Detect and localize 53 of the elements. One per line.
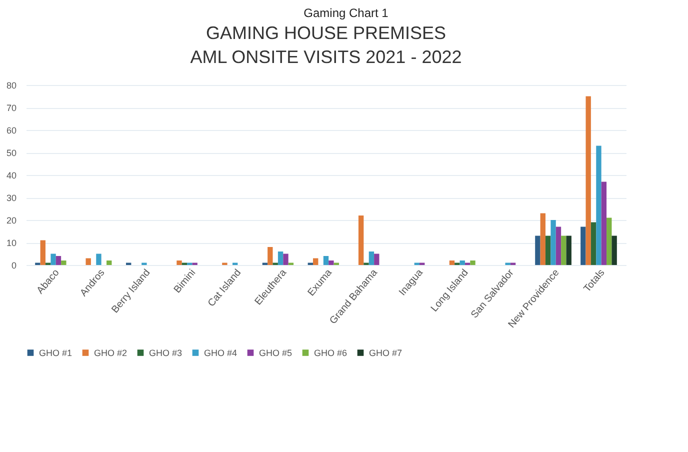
text: Gaming Chart 1 (304, 6, 389, 20)
legend-label: GHO #2 (94, 348, 128, 358)
y-tick-label: 60 (6, 126, 16, 136)
bar (449, 260, 455, 265)
bar (61, 260, 66, 265)
bar (176, 260, 182, 265)
y-tick-label: 20 (6, 216, 16, 226)
bar (86, 258, 91, 265)
bar (460, 260, 465, 265)
y-tick-label: 30 (6, 193, 16, 203)
bar (606, 218, 612, 265)
bar (540, 213, 546, 265)
legend-label: GHO #3 (149, 348, 182, 358)
bar (596, 146, 602, 265)
bar (323, 256, 329, 265)
bar (586, 96, 591, 265)
legend-label: GHO #5 (259, 348, 292, 358)
bar (374, 254, 380, 265)
bar (328, 260, 334, 265)
chart-subtitle: AML ONSITE VISITS 2021 - 2022 (190, 47, 462, 67)
bar (612, 236, 617, 265)
legend-label: GHO #1 (39, 348, 72, 358)
legend-label: GHO #7 (369, 348, 402, 358)
bar (313, 258, 318, 265)
y-tick-label: 10 (6, 238, 16, 248)
bar (368, 252, 374, 265)
legend-label: GHO #4 (204, 348, 238, 358)
bar (268, 247, 273, 265)
bar (545, 236, 551, 265)
bar (470, 260, 476, 265)
bar (96, 254, 102, 265)
bar (56, 256, 62, 265)
bar (40, 240, 46, 265)
bar (106, 260, 112, 265)
bar (535, 236, 540, 265)
bar (278, 252, 284, 265)
chart-title: GAMING HOUSE PREMISES (206, 23, 446, 43)
legend-label: GHO #6 (314, 348, 348, 358)
y-tick-label: 40 (6, 170, 16, 180)
bar (50, 254, 56, 265)
bar (556, 226, 562, 265)
y-tick-label: 80 (6, 80, 16, 90)
bar (580, 226, 586, 265)
bar (550, 220, 556, 265)
bar (561, 236, 566, 265)
bar (358, 216, 364, 265)
y-tick-label: 70 (6, 103, 16, 113)
bar (566, 236, 572, 265)
y-tick-label: 50 (6, 148, 16, 158)
y-tick-label: 0 (11, 260, 16, 270)
bar (601, 182, 607, 265)
bar (590, 222, 596, 265)
bar (283, 254, 288, 265)
